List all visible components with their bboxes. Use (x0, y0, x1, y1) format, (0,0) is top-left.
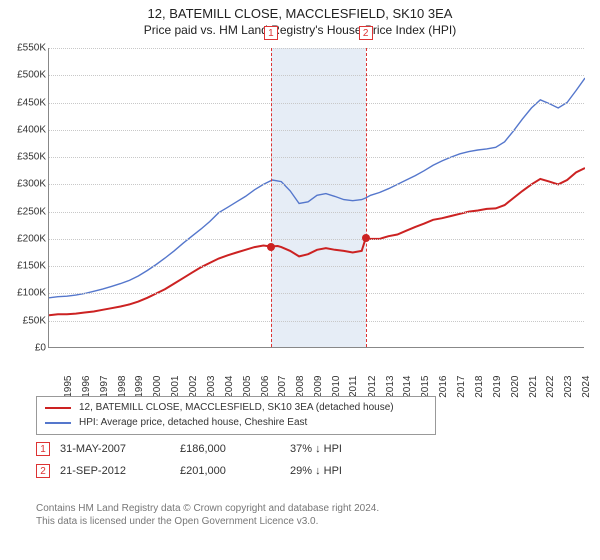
footer-line: Contains HM Land Registry data © Crown c… (36, 502, 379, 515)
marker-line (366, 48, 367, 347)
sale-row: 2 21-SEP-2012 £201,000 29% ↓ HPI (36, 464, 410, 478)
x-tick-label: 2017 (456, 376, 467, 398)
gridline (49, 293, 584, 294)
x-tick-label: 2024 (581, 376, 592, 398)
y-tick-label: £550K (17, 43, 46, 54)
x-tick-label: 2000 (152, 376, 163, 398)
gridline (49, 48, 584, 49)
x-tick-label: 2011 (348, 376, 359, 398)
sale-delta: 29% ↓ HPI (290, 465, 410, 477)
x-tick-label: 2022 (545, 376, 556, 398)
sale-row: 1 31-MAY-2007 £186,000 37% ↓ HPI (36, 442, 410, 456)
x-tick-label: 2012 (366, 376, 377, 398)
gridline (49, 103, 584, 104)
legend-label: 12, BATEMILL CLOSE, MACCLESFIELD, SK10 3… (79, 400, 394, 415)
y-tick-label: £250K (17, 206, 46, 217)
gridline (49, 184, 584, 185)
series-hpi (49, 78, 585, 298)
marker-box: 1 (264, 26, 278, 40)
x-tick-label: 2014 (402, 376, 413, 398)
y-tick-label: £400K (17, 124, 46, 135)
x-tick-label: 2003 (206, 376, 217, 398)
x-tick-label: 2010 (331, 376, 342, 398)
sale-dot (267, 243, 275, 251)
sale-dot (362, 234, 370, 242)
x-tick-label: 2015 (420, 376, 431, 398)
gridline (49, 157, 584, 158)
x-tick-label: 2023 (563, 376, 574, 398)
gridline (49, 75, 584, 76)
sale-marker: 2 (36, 464, 50, 478)
legend-item: HPI: Average price, detached house, Ches… (45, 415, 427, 430)
gridline (49, 266, 584, 267)
x-tick-label: 2001 (170, 376, 181, 398)
y-tick-label: £150K (17, 261, 46, 272)
gridline (49, 212, 584, 213)
footer-line: This data is licensed under the Open Gov… (36, 515, 379, 528)
x-tick-label: 2019 (492, 376, 503, 398)
x-tick-label: 2020 (509, 376, 520, 398)
sale-date: 31-MAY-2007 (60, 443, 180, 455)
x-tick-label: 2005 (241, 376, 252, 398)
x-tick-label: 2006 (259, 376, 270, 398)
x-tick-label: 2004 (224, 376, 235, 398)
plot-area: 12 (48, 48, 584, 348)
x-tick-label: 2016 (438, 376, 449, 398)
y-tick-label: £450K (17, 97, 46, 108)
y-tick-label: £300K (17, 179, 46, 190)
sales-table: 1 31-MAY-2007 £186,000 37% ↓ HPI 2 21-SE… (36, 442, 410, 486)
marker-box: 2 (359, 26, 373, 40)
x-axis-labels: 1995199619971998199920002001200220032004… (48, 352, 584, 382)
sale-price: £201,000 (180, 465, 290, 477)
y-tick-label: £50K (23, 315, 46, 326)
y-tick-label: £0 (35, 343, 46, 354)
x-tick-label: 2009 (313, 376, 324, 398)
legend-swatch (45, 422, 71, 424)
legend-label: HPI: Average price, detached house, Ches… (79, 415, 307, 430)
chart: 12 1995199619971998199920002001200220032… (0, 40, 600, 380)
marker-line (271, 48, 272, 347)
sale-marker: 1 (36, 442, 50, 456)
y-tick-label: £200K (17, 233, 46, 244)
y-tick-label: £500K (17, 70, 46, 81)
sale-date: 21-SEP-2012 (60, 465, 180, 477)
x-tick-label: 1997 (98, 376, 109, 398)
chart-lines (49, 48, 585, 348)
sale-price: £186,000 (180, 443, 290, 455)
legend-swatch (45, 407, 71, 409)
x-tick-label: 2007 (277, 376, 288, 398)
footer: Contains HM Land Registry data © Crown c… (36, 502, 379, 528)
x-tick-label: 2021 (527, 376, 538, 398)
x-tick-label: 2018 (474, 376, 485, 398)
x-tick-label: 2013 (384, 376, 395, 398)
x-tick-label: 1995 (63, 376, 74, 398)
chart-title: 12, BATEMILL CLOSE, MACCLESFIELD, SK10 3… (0, 6, 600, 21)
x-tick-label: 2008 (295, 376, 306, 398)
gridline (49, 321, 584, 322)
x-tick-label: 1999 (134, 376, 145, 398)
gridline (49, 239, 584, 240)
x-tick-label: 2002 (188, 376, 199, 398)
x-tick-label: 1998 (116, 376, 127, 398)
y-tick-label: £100K (17, 288, 46, 299)
sale-delta: 37% ↓ HPI (290, 443, 410, 455)
x-tick-label: 1996 (81, 376, 92, 398)
chart-subtitle: Price paid vs. HM Land Registry's House … (0, 23, 600, 37)
legend-item: 12, BATEMILL CLOSE, MACCLESFIELD, SK10 3… (45, 400, 427, 415)
gridline (49, 130, 584, 131)
y-tick-label: £350K (17, 152, 46, 163)
legend: 12, BATEMILL CLOSE, MACCLESFIELD, SK10 3… (36, 396, 436, 435)
